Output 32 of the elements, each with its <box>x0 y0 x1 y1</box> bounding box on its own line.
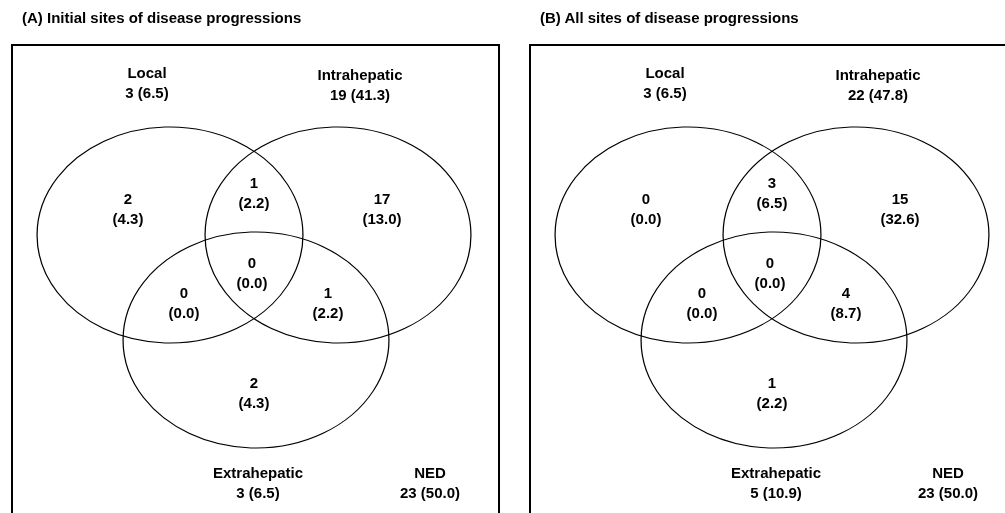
text: 0 (0.0) <box>236 253 268 291</box>
data-label: 23 (50.0) <box>917 483 979 501</box>
text: 2 (4.3) <box>238 373 270 411</box>
text: (A) Initial sites of disease progressions <box>22 9 302 26</box>
data-label: 22 (47.8) <box>847 85 909 103</box>
text: (B) All sites of disease progressions <box>540 9 799 26</box>
text: 1 (2.2) <box>312 283 344 321</box>
category-label: Intrahepatic <box>835 65 921 83</box>
data-label: 5 (10.9) <box>750 483 802 501</box>
text: 1 (2.2) <box>238 173 270 211</box>
data-label: 3 (6.5) <box>236 483 280 501</box>
text: 3 (6.5) <box>756 173 788 211</box>
category-label: Local <box>645 63 685 81</box>
text: 0 (0.0) <box>686 283 718 321</box>
text: 15 (32.6) <box>880 189 920 227</box>
text: 17 (13.0) <box>362 189 402 227</box>
text: 0 (0.0) <box>754 253 786 291</box>
category-label: Extrahepatic <box>212 463 304 481</box>
text: 1 (2.2) <box>756 373 788 411</box>
data-label: 23 (50.0) <box>399 483 461 501</box>
text: 0 (0.0) <box>630 189 662 227</box>
category-label: Local <box>127 63 167 81</box>
category-label: NED <box>414 463 446 481</box>
text: 2 (4.3) <box>112 189 144 227</box>
category-label: Intrahepatic <box>317 65 403 83</box>
category-label: Extrahepatic <box>730 463 822 481</box>
data-label: 3 (6.5) <box>643 83 687 101</box>
category-label: NED <box>932 463 964 481</box>
text: 4 (8.7) <box>830 283 862 321</box>
data-label: 19 (41.3) <box>329 85 391 103</box>
data-label: 3 (6.5) <box>125 83 169 101</box>
text: 0 (0.0) <box>168 283 200 321</box>
